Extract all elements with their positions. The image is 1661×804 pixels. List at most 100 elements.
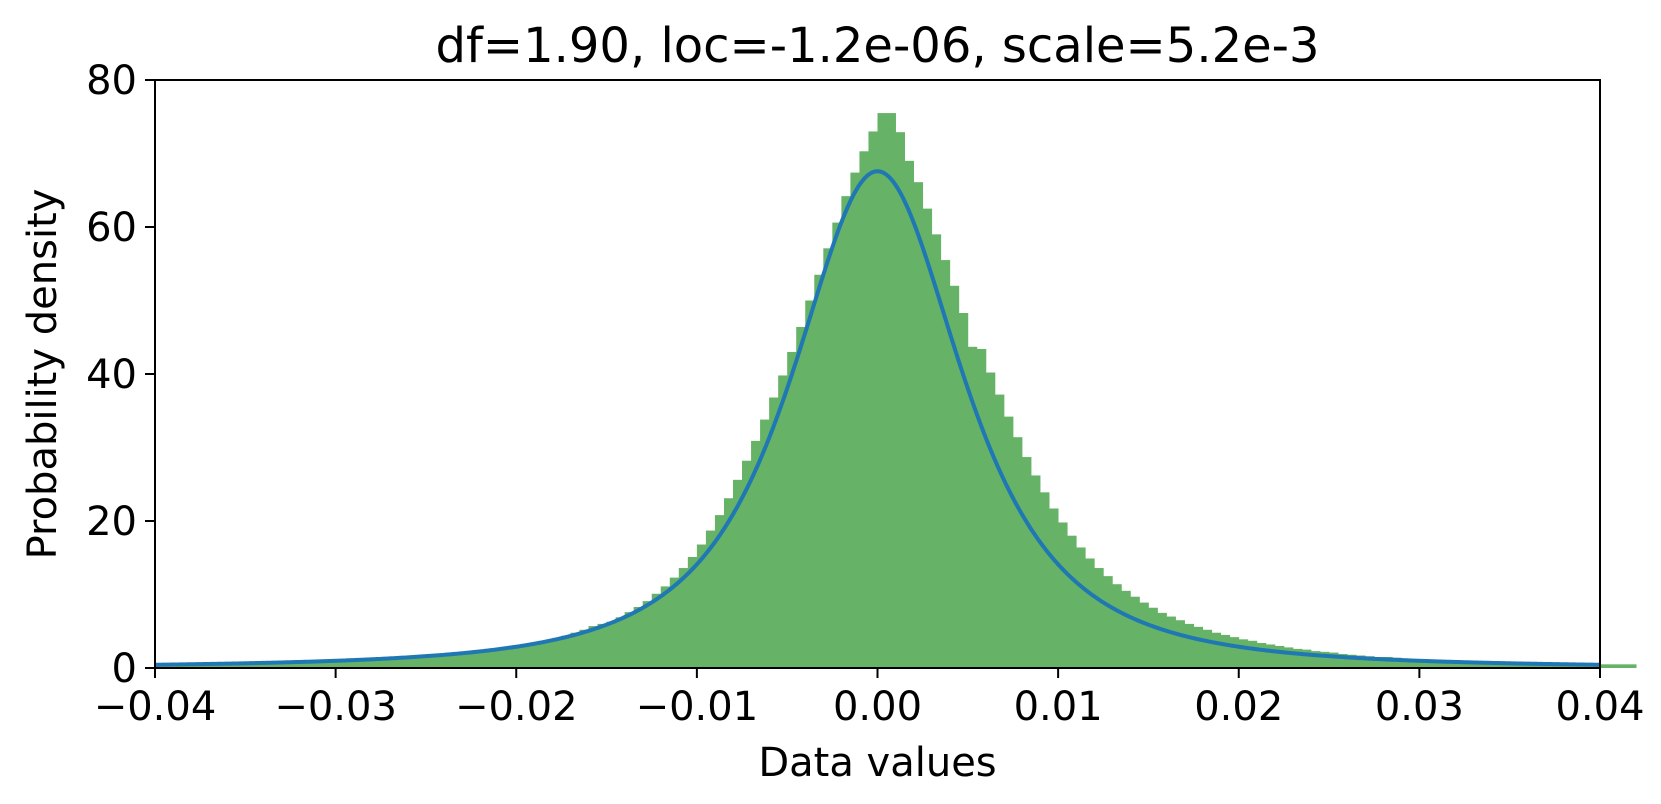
histogram-bar bbox=[1446, 660, 1456, 668]
histogram-bar bbox=[1392, 657, 1402, 668]
histogram-bar bbox=[317, 661, 327, 668]
x-tick-label: −0.01 bbox=[636, 684, 759, 730]
histogram-bar bbox=[525, 643, 535, 668]
x-tick-label: −0.04 bbox=[94, 684, 217, 730]
histogram-bar bbox=[841, 196, 851, 668]
y-axis: 0 20 40 60 80 bbox=[86, 58, 155, 692]
histogram-bar bbox=[877, 113, 887, 668]
histogram-bar bbox=[814, 274, 824, 668]
histogram-bar bbox=[344, 659, 355, 668]
histogram-bar bbox=[425, 655, 436, 668]
histogram-bar bbox=[462, 652, 472, 668]
histogram-bar bbox=[958, 313, 969, 668]
histogram-bar bbox=[299, 661, 309, 668]
histogram-bar bbox=[326, 660, 337, 668]
histogram-bar bbox=[1157, 612, 1167, 669]
x-tick-label: 0.03 bbox=[1375, 684, 1464, 730]
histogram-bar bbox=[1112, 584, 1122, 668]
histogram-bar bbox=[1085, 558, 1095, 668]
histogram-bar bbox=[308, 661, 318, 668]
histogram-bar bbox=[1383, 656, 1393, 668]
histogram-bar bbox=[516, 645, 526, 668]
y-tick-label: 20 bbox=[86, 499, 137, 545]
histogram-bar bbox=[579, 629, 589, 668]
histogram-bar bbox=[1103, 576, 1113, 669]
histogram-bar bbox=[769, 397, 779, 668]
histogram-bar bbox=[1437, 659, 1447, 668]
histogram-bars bbox=[155, 113, 1637, 669]
histogram-bar bbox=[687, 557, 698, 668]
histogram-bar bbox=[1067, 535, 1077, 668]
histogram-bar bbox=[624, 612, 635, 668]
histogram-bar bbox=[805, 300, 815, 668]
histogram-bar bbox=[1148, 607, 1158, 668]
histogram-bar bbox=[1166, 616, 1176, 668]
histogram-bar bbox=[642, 601, 653, 668]
histogram-bar bbox=[669, 577, 680, 668]
histogram-bar bbox=[416, 656, 427, 668]
x-tick-label: 0.02 bbox=[1194, 684, 1283, 730]
histogram-bar bbox=[1401, 658, 1411, 668]
y-tick-label: 0 bbox=[112, 646, 137, 692]
x-tick-label: −0.03 bbox=[274, 684, 397, 730]
y-tick-label: 60 bbox=[86, 205, 137, 251]
histogram-bar bbox=[281, 662, 291, 668]
histogram-bar bbox=[362, 659, 373, 668]
histogram-bar bbox=[931, 234, 942, 668]
histogram-bar bbox=[1247, 640, 1258, 668]
histogram-bar bbox=[651, 593, 662, 668]
histogram-bar bbox=[245, 662, 255, 668]
histogram-bar bbox=[985, 372, 996, 668]
histogram-bar bbox=[489, 649, 499, 669]
histogram-bar bbox=[615, 617, 626, 668]
histogram-bar bbox=[1600, 664, 1610, 668]
histogram-bar bbox=[660, 586, 671, 668]
histogram-bar bbox=[254, 662, 264, 668]
x-tick-label: 0.01 bbox=[1014, 684, 1103, 730]
histogram-bar bbox=[498, 648, 508, 668]
histogram-bar bbox=[389, 657, 400, 668]
y-tick-label: 80 bbox=[86, 58, 137, 104]
histogram-bar bbox=[1049, 508, 1059, 668]
histogram-bar bbox=[1627, 664, 1637, 668]
histogram-bar bbox=[398, 657, 409, 668]
histogram-bar bbox=[597, 623, 607, 668]
histogram-bar bbox=[859, 151, 869, 669]
histogram-bar bbox=[1491, 662, 1502, 668]
histogram-bar bbox=[290, 662, 300, 668]
histogram-bar bbox=[218, 663, 228, 668]
histogram-bar bbox=[1301, 649, 1312, 669]
histogram-bar bbox=[471, 651, 481, 668]
histogram-bar bbox=[1311, 651, 1321, 668]
histogram-bar bbox=[714, 515, 725, 668]
histogram-bar bbox=[913, 182, 924, 669]
histogram-bar bbox=[633, 607, 644, 668]
histogram-bar bbox=[1031, 475, 1041, 668]
x-tick-label: 0.00 bbox=[833, 684, 922, 730]
histogram-bar bbox=[1130, 596, 1140, 668]
histogram-bar bbox=[922, 208, 933, 669]
histogram-bar bbox=[1229, 637, 1240, 668]
histogram-bar bbox=[1175, 620, 1185, 668]
histogram-bar bbox=[1184, 623, 1194, 668]
histogram-bar bbox=[1374, 656, 1384, 668]
histogram-bar bbox=[678, 568, 689, 668]
y-tick-label: 40 bbox=[86, 352, 137, 398]
histogram-bar bbox=[787, 351, 797, 668]
fit-curve-group bbox=[154, 169, 1601, 667]
histogram-bar bbox=[1139, 602, 1149, 668]
histogram-bar bbox=[434, 654, 445, 668]
histogram-bar bbox=[507, 646, 517, 668]
x-axis-label: Data values bbox=[758, 740, 996, 786]
histogram-bar bbox=[236, 663, 246, 668]
histogram-bar bbox=[453, 653, 463, 668]
histogram-bar bbox=[751, 440, 761, 668]
histogram-bar bbox=[272, 662, 282, 668]
histogram-bar bbox=[1428, 659, 1438, 668]
x-tick-label: −0.02 bbox=[455, 684, 578, 730]
histogram-bar bbox=[1365, 656, 1375, 668]
histogram-bar bbox=[949, 285, 960, 668]
histogram-bar bbox=[1274, 645, 1285, 668]
y-axis-label: Probability density bbox=[20, 189, 66, 560]
